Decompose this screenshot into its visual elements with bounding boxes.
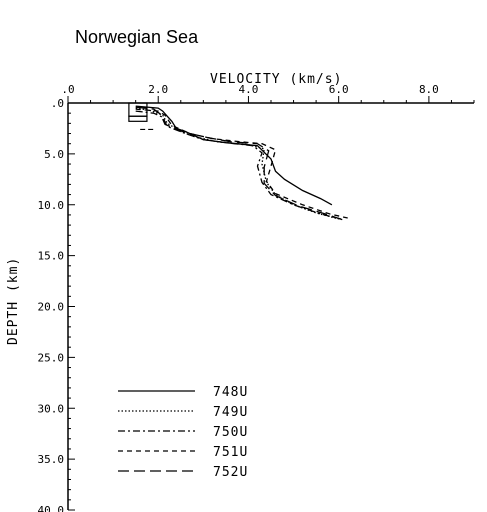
y-tick-label: 25.0 [38,351,65,364]
x-tick-label: 4.0 [239,83,259,96]
y-axis-label: DEPTH (km) [6,257,21,345]
x-axis: .0 2.0 4.0 6.0 8.0 [61,83,475,104]
y-tick-label: 10.0 [38,199,65,212]
x-tick-label: 2.0 [148,83,168,96]
legend-label-749U: 749U [213,405,248,420]
y-tick-label: 35.0 [38,453,65,466]
box-markers [128,102,154,131]
surface-box-marker [128,115,148,122]
y-tick-label: 20.0 [38,301,65,314]
y-tick-label: 15.0 [38,250,65,263]
series-line-751U [135,108,348,219]
legend-label-752U: 752U [213,465,248,480]
legend-label-750U: 750U [213,425,248,440]
legend-label-748U: 748U [213,385,248,400]
y-tick-label: 30.0 [38,402,65,415]
y-ticks: .0 5.0 10.0 15.0 20.0 25.0 30.0 35.0 40.0 [38,97,75,512]
y-tick-label: .0 [51,97,64,110]
plot-series [135,105,348,221]
y-axis: .0 5.0 10.0 15.0 20.0 25.0 30.0 35.0 40.0 [38,97,75,512]
series-line-750U [135,110,342,220]
x-tick-label: .0 [61,83,74,96]
chart-title: Norwegian Sea [75,27,199,47]
legend-label-751U: 751U [213,445,248,460]
y-tick-label: 40.0 [38,504,65,512]
x-tick-label: 8.0 [419,83,439,96]
x-axis-label: VELOCITY (km/s) [210,72,342,87]
legend: 748U 749U 750U 751U 752U [118,385,248,480]
y-tick-label: 5.0 [44,148,64,161]
series-line-752U [135,106,344,221]
x-ticks: .0 2.0 4.0 6.0 8.0 [61,83,475,103]
x-tick-label: 6.0 [329,83,349,96]
